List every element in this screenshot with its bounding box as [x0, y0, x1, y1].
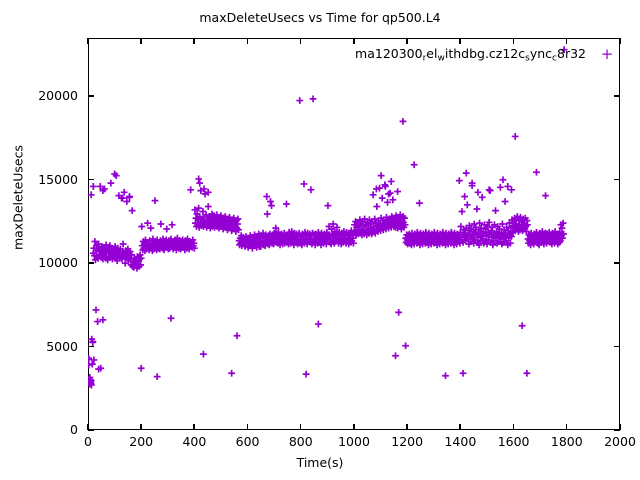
y-tick-mark: [614, 429, 620, 431]
y-tick-mark: [88, 345, 94, 348]
x-tick-mark: [299, 38, 302, 44]
y-tick-label: 5000: [46, 338, 78, 354]
y-tick-mark: [88, 95, 94, 97]
x-tick-mark: [87, 38, 89, 44]
x-tick-mark: [565, 424, 568, 430]
y-tick-label: 15000: [38, 171, 78, 187]
x-tick-label: 800: [288, 434, 313, 449]
y-tick-mark: [88, 262, 94, 264]
x-tick-mark: [512, 424, 515, 430]
x-tick-mark: [299, 424, 302, 430]
x-tick-label: 0: [84, 434, 92, 449]
y-tick-mark: [614, 178, 620, 181]
y-tick-label: 10000: [38, 255, 78, 271]
x-tick-label: 1400: [444, 434, 477, 449]
x-tick-mark: [246, 424, 249, 430]
x-tick-label: 2000: [604, 434, 636, 449]
x-tick-mark: [619, 38, 621, 44]
x-tick-label: 1000: [338, 434, 370, 449]
y-tick-mark: [614, 95, 620, 97]
x-tick-mark: [140, 424, 142, 430]
x-tick-mark: [193, 424, 195, 430]
y-tick-mark: [88, 429, 94, 431]
x-tick-label: 200: [129, 434, 154, 449]
x-tick-mark: [193, 38, 195, 44]
x-tick-label: 400: [182, 434, 207, 449]
x-tick-mark: [459, 424, 461, 430]
x-tick-label: 1600: [497, 434, 530, 449]
y-tick-mark: [614, 345, 620, 348]
y-tick-label: 20000: [38, 88, 78, 104]
legend-entry-label: ma120300relwithdbg.cz12csyncc8r32: [355, 46, 586, 64]
x-tick-label: 1200: [391, 434, 424, 449]
scatter-plot-area: [88, 46, 568, 389]
y-tick-mark: [614, 262, 620, 264]
legend: ma120300relwithdbg.cz12csyncc8r32 +: [355, 46, 618, 63]
x-tick-label: 1800: [550, 434, 583, 449]
x-tick-mark: [565, 38, 568, 44]
x-tick-mark: [512, 38, 515, 44]
legend-plus-marker-icon: +: [600, 45, 614, 64]
x-tick-mark: [246, 38, 249, 44]
x-tick-mark: [406, 38, 408, 44]
x-tick-mark: [353, 424, 355, 430]
y-tick-mark: [88, 178, 94, 181]
y-tick-label: 0: [70, 422, 78, 437]
x-tick-mark: [87, 424, 89, 430]
x-tick-mark: [459, 38, 461, 44]
x-tick-mark: [353, 38, 355, 44]
y-axis-title: maxDeleteUsecs: [10, 144, 26, 251]
x-tick-label: 600: [235, 434, 260, 449]
chart-title: maxDeleteUsecs vs Time for qp500.L4: [199, 10, 441, 25]
x-axis-title: Time(s): [296, 455, 344, 470]
x-tick-mark: [140, 38, 142, 44]
x-tick-mark: [406, 424, 408, 430]
x-tick-mark: [619, 424, 621, 430]
